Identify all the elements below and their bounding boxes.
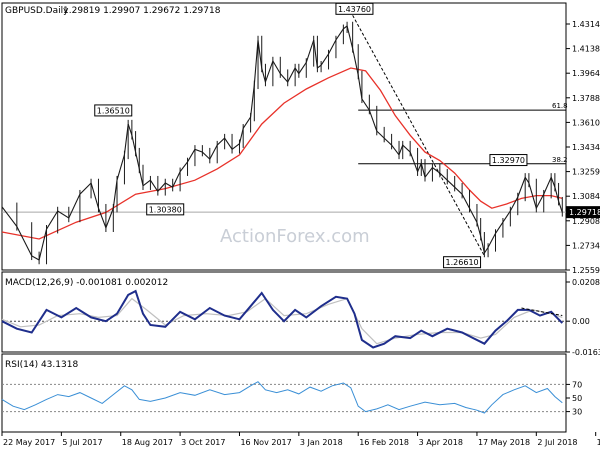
- price-annotation-box: [489, 154, 528, 167]
- price-panel-frame: [1, 2, 567, 271]
- fib-level-label: 61.8: [552, 102, 568, 110]
- macd-y-tick-label: -0.016389: [572, 348, 600, 357]
- price-annotation-label: 1.43760: [338, 5, 371, 14]
- price-annotation-box: [335, 2, 374, 15]
- rsi-y-tick-label: 50: [572, 394, 582, 403]
- rsi-y-tick-label: 70: [572, 380, 582, 389]
- x-axis-tick-label: 16 Nov 2017: [240, 438, 291, 447]
- price-y-tick-label: 1.41380: [572, 45, 600, 54]
- x-axis-tick-label: 5 Jul 2017: [62, 438, 102, 447]
- current-price-badge: [566, 206, 600, 219]
- current-price-text: 1.29718: [569, 208, 600, 217]
- price-y-tick-label: 1.37880: [572, 94, 600, 103]
- macd-layer: [1, 289, 566, 349]
- rsi-line: [1, 381, 563, 414]
- price-series-line: [1, 25, 563, 261]
- price-y-tick-label: 1.36100: [572, 118, 600, 127]
- price-annotation-box: [94, 104, 133, 117]
- price-y-tick-label: 1.32590: [572, 168, 600, 177]
- price-y-tick-label: 1.34340: [572, 143, 600, 152]
- macd-panel-frame: [1, 271, 567, 353]
- macd-y-tick-label: 0.020848: [572, 278, 600, 287]
- x-axis-tick-label: 22 May 2017: [3, 438, 55, 447]
- price-y-tick-label: 1.25590: [572, 266, 600, 275]
- price-trendline: [352, 15, 485, 256]
- price-layer: 61.8 38.2 1.43760 1.36510 1.30380 1.32970 1.26…: [1, 2, 568, 269]
- fib-level-label: 38.2: [552, 156, 568, 164]
- rsi-y-tick-label: 30: [572, 408, 582, 417]
- x-axis-tick-label: 16 Feb 2018: [359, 438, 409, 447]
- x-axis-tick-label: 18 Aug 2017: [122, 438, 173, 447]
- ohlc-label: 1.29819 1.29907 1.29672 1.29718: [63, 6, 221, 16]
- price-annotation-label: 1.32970: [492, 156, 525, 165]
- price-y-tick-label: 1.27340: [572, 241, 600, 250]
- price-y-tick-label: 1.39640: [572, 69, 600, 78]
- macd-label: MACD(12,26,9) -0.001081 0.002012: [5, 278, 168, 288]
- price-y-tick-label: 1.29080: [572, 217, 600, 226]
- symbol-label: GBPUSD.Daily: [5, 6, 69, 16]
- rsi-layer: [1, 381, 566, 414]
- price-annotation-box: [146, 203, 185, 216]
- moving-average-line: [1, 67, 563, 240]
- x-axis-tick-label: 3 Apr 2018: [419, 438, 463, 447]
- price-y-tick-label: 1.43140: [572, 20, 600, 29]
- price-annotation-label: 1.36510: [97, 106, 130, 115]
- price-y-tick-label: 1.30840: [572, 192, 600, 201]
- macd-trendline: [521, 307, 563, 317]
- price-annotation-label: 1.30380: [149, 205, 182, 214]
- rsi-panel-frame: [1, 353, 567, 433]
- macd-line: [1, 289, 564, 349]
- price-annotation-box: [443, 256, 482, 269]
- x-axis-tick-label: 3 Oct 2017: [181, 438, 225, 447]
- x-axis-tick-label: 2 Jul 2018: [537, 438, 577, 447]
- macd-y-tick-label: 0.00: [572, 317, 590, 326]
- x-axis-tick-label: 17 May 2018: [478, 438, 530, 447]
- macd-signal-line: [1, 297, 563, 345]
- rsi-label: RSI(14) 43.1318: [5, 360, 78, 370]
- x-axis-tick-label: 15 Aug 2018: [597, 438, 600, 447]
- watermark: ActionForex.com: [220, 226, 370, 247]
- x-axis-tick-label: 3 Jan 2018: [300, 438, 343, 447]
- price-annotation-label: 1.26610: [446, 258, 479, 267]
- axis-layer: 1.43140 1.41380 1.39640 1.37880 1.36100 1.343…: [1, 20, 600, 447]
